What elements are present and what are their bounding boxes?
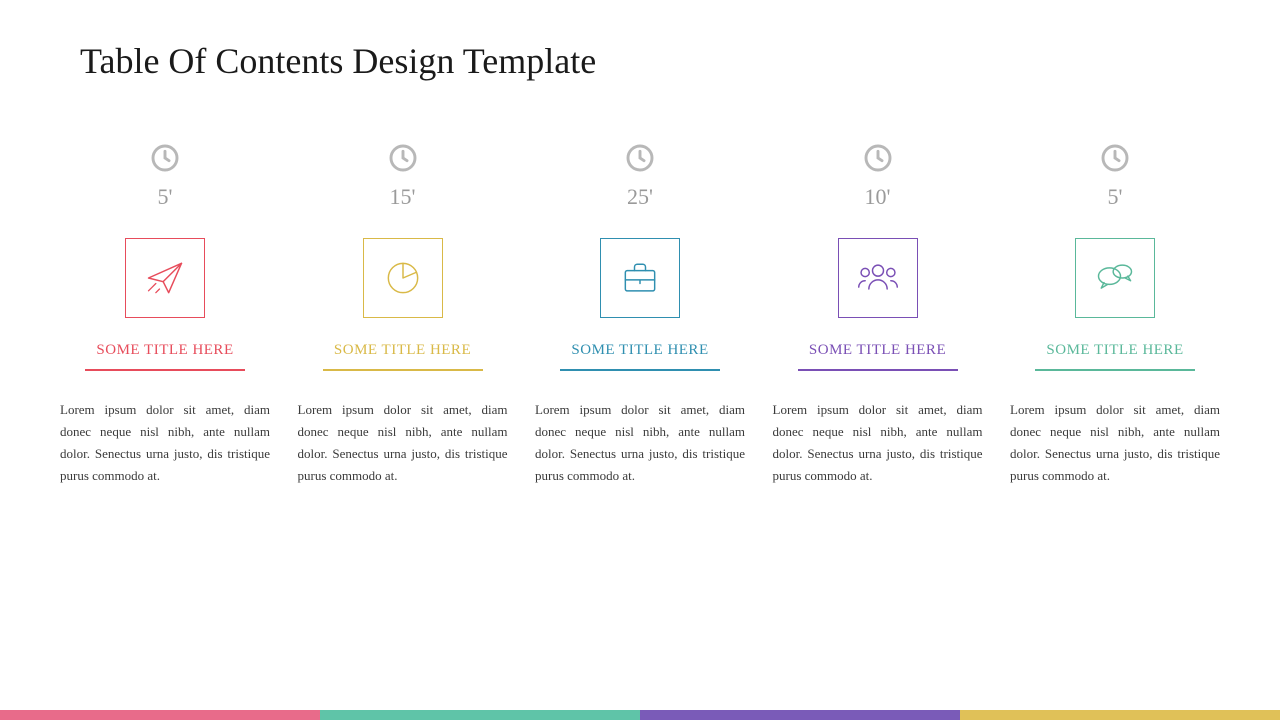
section-underline xyxy=(560,369,720,371)
section-title: SOME TITLE HERE xyxy=(96,342,233,359)
duration-label: 5' xyxy=(158,184,173,210)
toc-column: 10' SOME TITLE HERE Lorem ipsum dolor sit… xyxy=(773,142,983,487)
section-underline xyxy=(1035,369,1195,371)
clock-icon xyxy=(387,142,419,174)
clock-icon xyxy=(1099,142,1131,174)
section-title: SOME TITLE HERE xyxy=(1046,342,1183,359)
footer-segment xyxy=(320,710,640,720)
toc-column: 5' SOME TITLE HERE Lorem ipsum dolor sit … xyxy=(60,142,270,487)
section-title: SOME TITLE HERE xyxy=(334,342,471,359)
people-icon xyxy=(838,238,918,318)
section-body: Lorem ipsum dolor sit amet, diam donec n… xyxy=(298,399,508,487)
duration-label: 25' xyxy=(627,184,653,210)
footer-segment xyxy=(960,710,1280,720)
footer-segment xyxy=(640,710,960,720)
section-body: Lorem ipsum dolor sit amet, diam donec n… xyxy=(60,399,270,487)
section-body: Lorem ipsum dolor sit amet, diam donec n… xyxy=(535,399,745,487)
footer-segment xyxy=(0,710,320,720)
duration-label: 5' xyxy=(1108,184,1123,210)
section-body: Lorem ipsum dolor sit amet, diam donec n… xyxy=(1010,399,1220,487)
section-title: SOME TITLE HERE xyxy=(571,342,708,359)
duration-label: 10' xyxy=(865,184,891,210)
toc-column: 5' SOME TITLE HERE Lorem ipsum dolor sit … xyxy=(1010,142,1220,487)
clock-icon xyxy=(149,142,181,174)
section-body: Lorem ipsum dolor sit amet, diam donec n… xyxy=(773,399,983,487)
duration-label: 15' xyxy=(390,184,416,210)
pie-chart-icon xyxy=(363,238,443,318)
clock-icon xyxy=(624,142,656,174)
chat-bubbles-icon xyxy=(1075,238,1155,318)
briefcase-icon xyxy=(600,238,680,318)
footer-bar xyxy=(0,710,1280,720)
toc-columns: 5' SOME TITLE HERE Lorem ipsum dolor sit … xyxy=(0,82,1280,487)
section-underline xyxy=(323,369,483,371)
toc-column: 25' SOME TITLE HERE Lorem ipsum dolor sit… xyxy=(535,142,745,487)
section-title: SOME TITLE HERE xyxy=(809,342,946,359)
section-underline xyxy=(798,369,958,371)
clock-icon xyxy=(862,142,894,174)
section-underline xyxy=(85,369,245,371)
paper-plane-icon xyxy=(125,238,205,318)
toc-column: 15' SOME TITLE HERE Lorem ipsum dolor sit… xyxy=(298,142,508,487)
page-title: Table Of Contents Design Template xyxy=(0,0,1280,82)
